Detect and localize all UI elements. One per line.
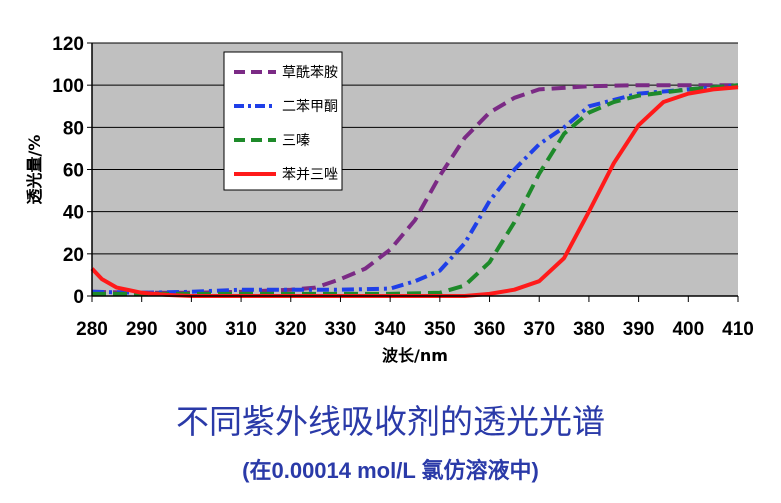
series-line-1 bbox=[91, 83, 738, 295]
x-tick-label: 290 bbox=[126, 319, 158, 340]
x-tick-label: 330 bbox=[325, 319, 357, 340]
series-line-2 bbox=[91, 83, 739, 295]
y-tick-label: 20 bbox=[63, 245, 84, 266]
series-line-3 bbox=[92, 83, 739, 296]
x-tick-labels: 280 290 300 310 320 330 340 350 360 370 380 390 400 4… bbox=[76, 319, 754, 340]
axes bbox=[87, 42, 739, 302]
y-axis-title: 透光量/% bbox=[25, 135, 44, 205]
x-tick-label: 280 bbox=[76, 319, 108, 340]
x-tick-label: 370 bbox=[523, 319, 555, 340]
legend-label: 二苯甲酮 bbox=[282, 98, 338, 115]
legend-label: 苯并三唑 bbox=[282, 166, 338, 183]
x-axis-title: 波长/nm bbox=[382, 346, 448, 365]
y-tick-label: 40 bbox=[63, 203, 84, 224]
x-tick-label: 360 bbox=[474, 319, 506, 340]
y-tick-label: 0 bbox=[73, 287, 84, 308]
x-tick-label: 400 bbox=[672, 319, 704, 340]
caption-subtitle: (在0.00014 mol/L 氯仿溶液中) bbox=[242, 458, 539, 483]
x-tick-label: 320 bbox=[275, 319, 307, 340]
x-tick-label: 380 bbox=[573, 319, 605, 340]
x-tick-label: 300 bbox=[176, 319, 208, 340]
legend-label: 草酰苯胺 bbox=[282, 64, 338, 81]
y-tick-label: 100 bbox=[52, 76, 84, 97]
gridlines bbox=[92, 42, 738, 255]
legend-label: 三嗪 bbox=[282, 133, 310, 149]
caption-title: 不同紫外线吸收剂的透光光谱 bbox=[176, 402, 605, 441]
chart: 280 290 300 310 320 330 340 350 360 370 380 390 400 4… bbox=[25, 34, 754, 365]
series-line-4 bbox=[90, 85, 739, 298]
x-tick-label: 390 bbox=[623, 319, 655, 340]
series-lines bbox=[90, 83, 739, 298]
x-tick-label: 310 bbox=[225, 319, 257, 340]
x-tick-label: 410 bbox=[722, 319, 754, 340]
y-tick-label: 120 bbox=[52, 34, 84, 55]
x-tick-label: 350 bbox=[424, 319, 456, 340]
legend-box bbox=[223, 51, 343, 191]
x-tick-label: 340 bbox=[374, 319, 406, 340]
y-tick-labels: 0 20 40 60 80 100 120 bbox=[52, 34, 84, 308]
y-tick-label: 60 bbox=[63, 161, 84, 182]
y-tick-label: 80 bbox=[63, 118, 84, 139]
